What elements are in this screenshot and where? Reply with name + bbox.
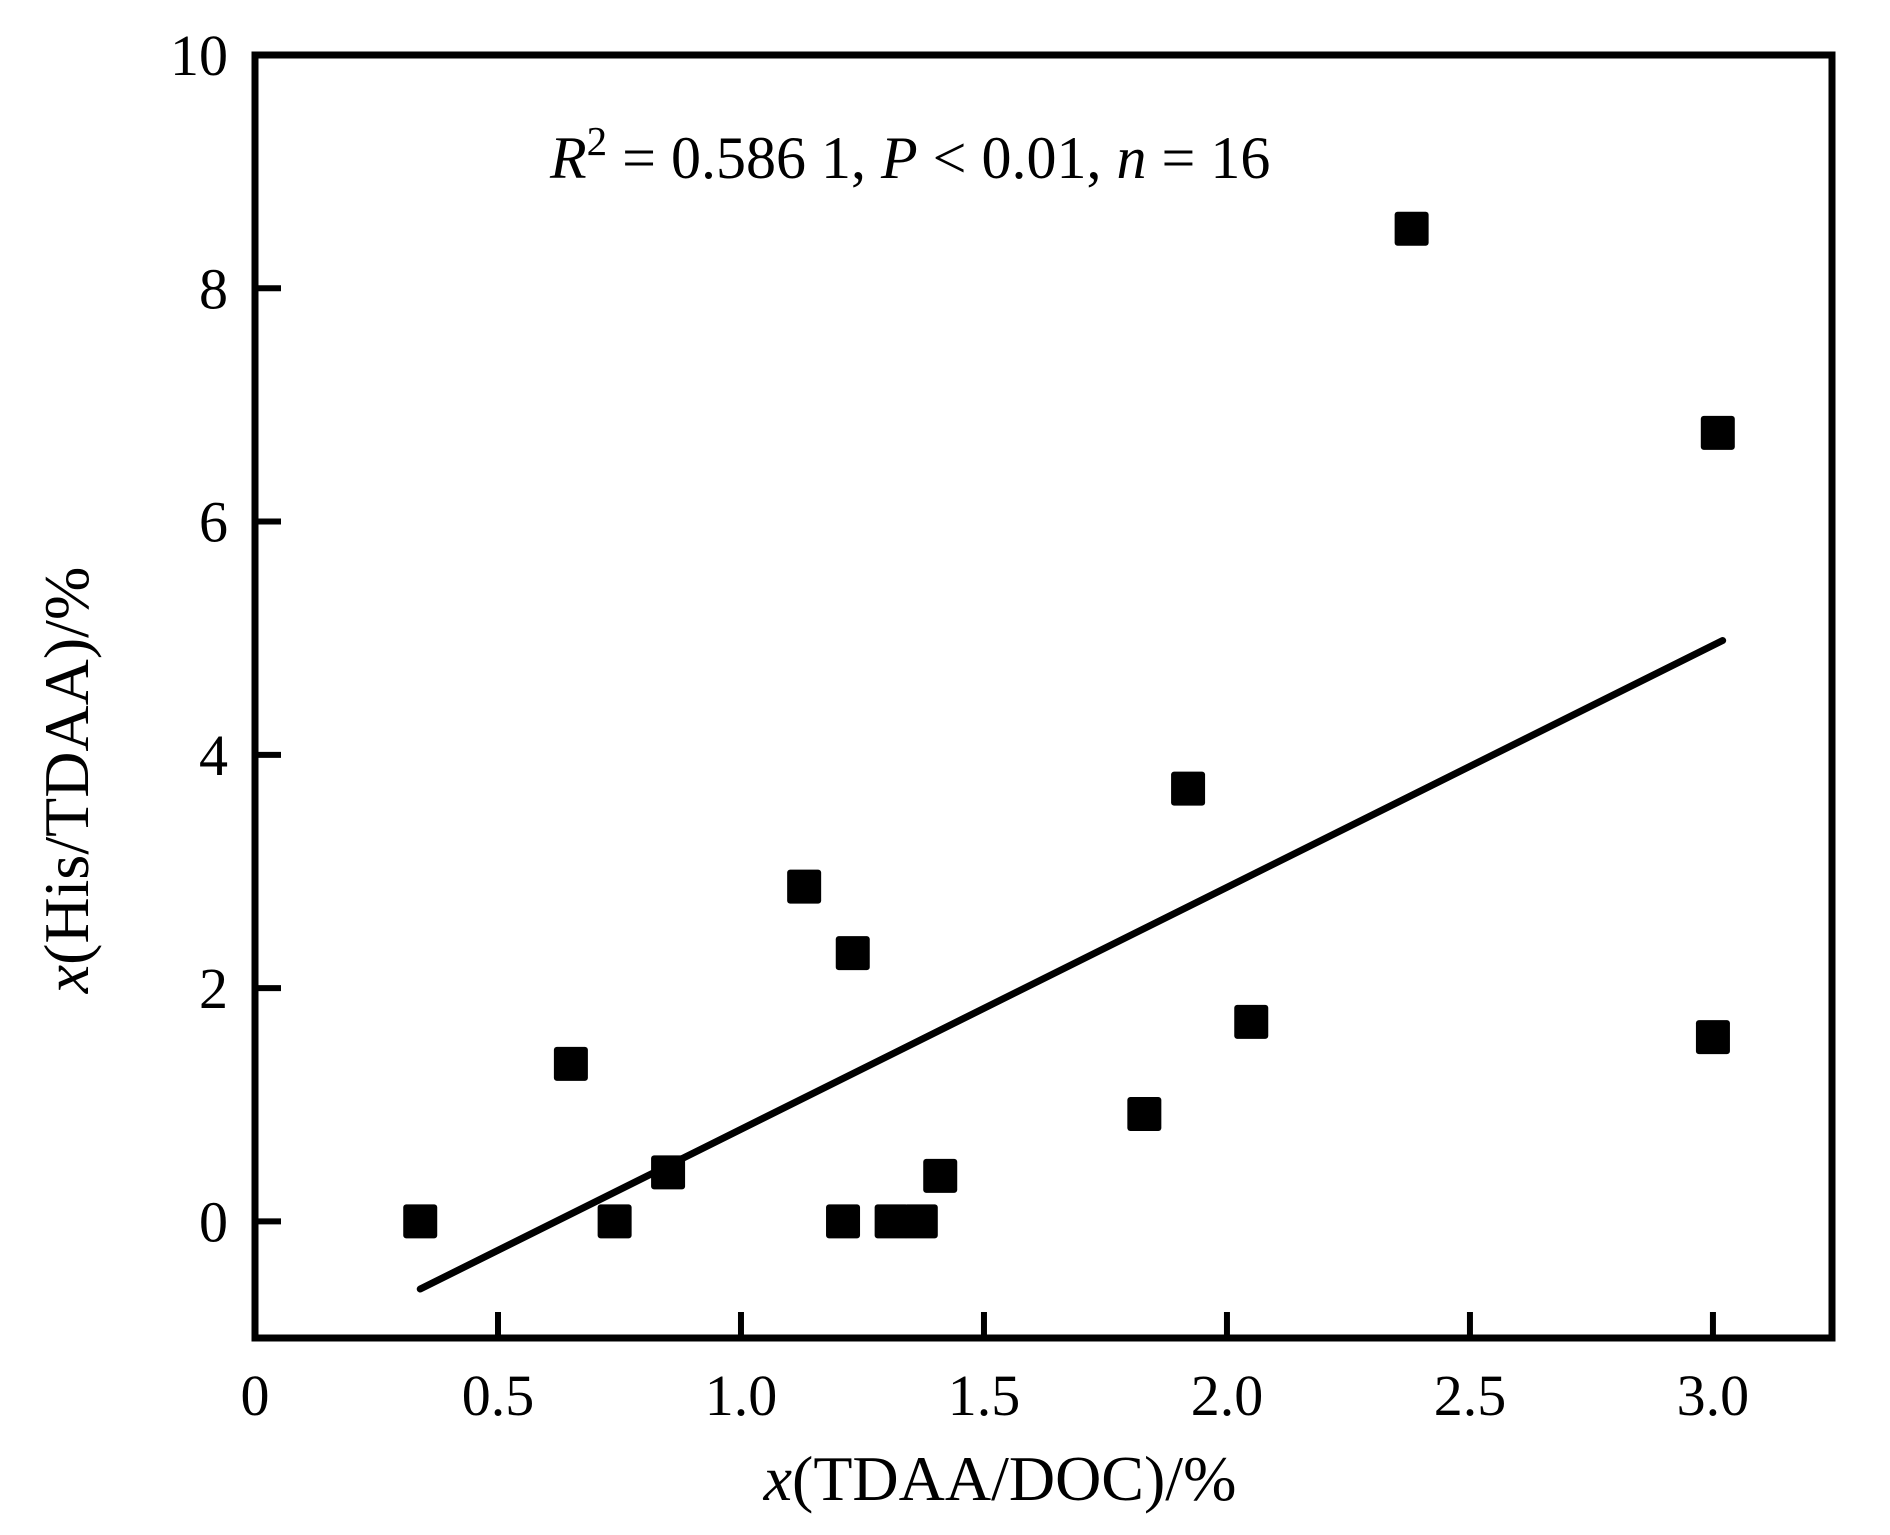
x-tick-label: 1.5 [948,1363,1021,1428]
data-point [1127,1097,1162,1132]
y-tick-label: 8 [199,256,228,321]
data-point [1234,1004,1269,1039]
y-axis-title: x(His/TDAA)/% [31,567,102,995]
data-point [835,936,870,971]
x-tick-label: 0.5 [462,1363,535,1428]
data-point [1700,415,1735,450]
data-point [651,1155,686,1190]
data-point [553,1046,588,1081]
y-tick-label: 6 [199,490,228,555]
data-point [1171,771,1206,806]
data-point [826,1204,861,1239]
data-point [923,1158,958,1193]
stats-annotation: R2 = 0.586 1, P < 0.01, n = 16 [549,118,1270,191]
x-tick-label: 2.0 [1191,1363,1264,1428]
trend-line [416,637,1727,1293]
x-tick-label: 2.5 [1434,1363,1507,1428]
data-point [1695,1020,1730,1055]
x-tick-label: 0 [241,1363,270,1428]
y-tick-label: 10 [170,23,228,88]
data-point [903,1204,938,1239]
data-point [1394,211,1429,246]
x-tick-label: 1.0 [705,1363,778,1428]
data-point [403,1204,438,1239]
data-point [597,1204,632,1239]
y-tick-label: 4 [199,723,228,788]
data-point [787,869,822,904]
y-tick-label: 2 [199,956,228,1021]
plot-frame [251,51,1836,1342]
x-axis-title: x(TDAA/DOC)/% [763,1443,1237,1514]
x-tick-label: 3.0 [1677,1363,1750,1428]
data-point [874,1204,909,1239]
y-tick-label: 0 [199,1189,228,1254]
